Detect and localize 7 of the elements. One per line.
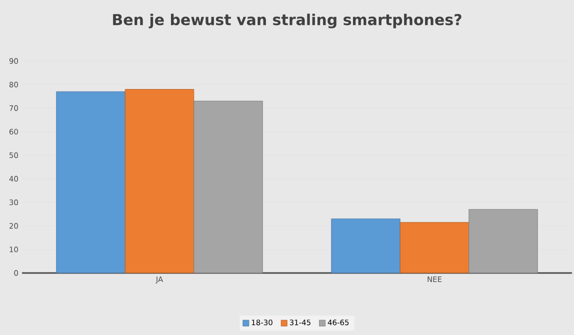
bar <box>468 209 538 274</box>
bar <box>331 218 400 274</box>
bar <box>124 89 194 274</box>
chart-title: Ben je bewust van straling smartphones? <box>113 14 462 28</box>
bar <box>194 100 263 274</box>
bar <box>56 91 126 274</box>
bar <box>400 222 470 274</box>
